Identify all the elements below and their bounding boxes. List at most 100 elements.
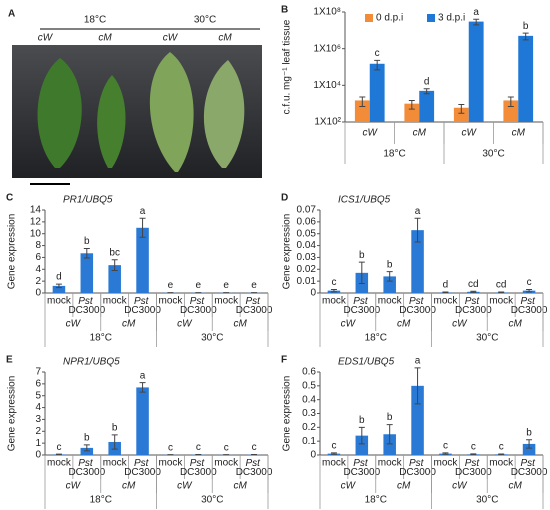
genotype-label: cM — [508, 481, 522, 492]
temperature-label: 18°C — [90, 495, 112, 506]
y-tick-label: 1X10⁶ — [314, 43, 341, 54]
genotype-label: cW — [38, 33, 54, 44]
significance-letter: d — [443, 280, 449, 291]
temperature-label: 18°C — [365, 333, 387, 344]
genotype-label: cW — [163, 33, 179, 44]
chart-title: ICS1/UBQ5 — [338, 195, 391, 206]
significance-letter: e — [251, 280, 257, 291]
y-tick-label: 0.05 — [297, 228, 317, 239]
error-bar — [358, 261, 365, 285]
chart-title: PR1/UBQ5 — [63, 195, 113, 206]
bar — [411, 385, 424, 455]
significance-letter: e — [223, 280, 229, 291]
bar — [354, 100, 370, 122]
panel-label: A — [8, 9, 15, 20]
error-bar — [423, 88, 430, 95]
genotype-label: cM — [397, 481, 411, 492]
x-tick-label: Pst DC3000 — [236, 296, 273, 316]
genotype-label: cW — [452, 481, 468, 492]
temperature-label: 30°C — [476, 333, 498, 344]
temperature-label: 18°C — [84, 15, 106, 26]
x-tick-label: Pst DC3000 — [455, 296, 492, 316]
bar — [108, 265, 121, 293]
y-tick-label: 1 — [35, 438, 41, 449]
x-tick-label: Pst DC3000 — [68, 296, 105, 316]
y-tick-label: 12 — [30, 216, 42, 227]
genotype-label: cM — [122, 481, 136, 492]
error-bar — [414, 367, 421, 405]
genotype-label: cW — [341, 481, 357, 492]
x-tick-label: cW — [363, 128, 379, 139]
genotype-label: cM — [397, 319, 411, 330]
error-bar — [498, 291, 505, 294]
significance-letter: c — [443, 441, 448, 452]
panel-label: E — [6, 355, 13, 366]
x-tick-label: mock — [214, 458, 239, 469]
x-tick-label: mock — [158, 296, 183, 307]
genotype-label: cW — [66, 481, 82, 492]
genotype-label: cM — [508, 319, 522, 330]
error-bar — [498, 453, 505, 456]
x-tick-label: mock — [214, 296, 239, 307]
error-bar — [470, 290, 477, 293]
bar — [383, 276, 396, 293]
genotype-label: cW — [66, 319, 82, 330]
genotype-label: cM — [218, 33, 232, 44]
significance-letter: a — [415, 355, 421, 366]
temperature-label: 30°C — [201, 333, 223, 344]
temperature-label: 18°C — [365, 495, 387, 506]
error-bar — [442, 291, 449, 294]
bar — [503, 100, 519, 122]
x-tick-label: mock — [103, 296, 128, 307]
significance-letter: e — [196, 280, 202, 291]
y-tick-label: 0 — [35, 288, 41, 299]
significance-letter: b — [359, 415, 365, 426]
genotype-label: cM — [233, 319, 247, 330]
error-bar — [139, 217, 146, 238]
y-axis-label: Gene expression — [7, 376, 18, 452]
significance-letter: d — [56, 272, 62, 283]
x-tick-label: Pst DC3000 — [68, 458, 105, 478]
chart-title: NPR1/UBQ5 — [63, 357, 120, 368]
y-tick-label: 5 — [35, 390, 41, 401]
error-bar — [330, 452, 337, 455]
x-tick-label: mock — [103, 458, 128, 469]
significance-letter: c — [168, 442, 173, 453]
error-bar — [526, 288, 533, 293]
y-tick-label: 0 — [310, 288, 316, 299]
photo — [12, 45, 262, 185]
x-tick-label: Pst DC3000 — [455, 458, 492, 478]
significance-letter: b — [84, 236, 90, 247]
y-tick-label: 10 — [30, 228, 42, 239]
x-tick-label: Pst DC3000 — [511, 296, 548, 316]
bar — [80, 253, 94, 293]
y-tick-label: 0.4 — [302, 394, 316, 405]
x-tick-label: mock — [433, 296, 458, 307]
y-tick-label: 0.5 — [302, 380, 316, 391]
x-tick-label: mock — [322, 296, 347, 307]
y-tick-label: 0.6 — [302, 367, 316, 378]
error-bar — [83, 444, 90, 452]
error-bar — [359, 96, 366, 108]
panel-label: F — [281, 355, 287, 366]
bar — [383, 434, 396, 455]
significance-letter: e — [168, 280, 174, 291]
temperature-label: 30°C — [476, 495, 498, 506]
x-tick-label: mock — [47, 296, 72, 307]
panel-label: B — [281, 5, 288, 16]
y-tick-label: 14 — [30, 205, 42, 216]
y-axis-label: c.f.u. mg⁻¹ leaf tissue — [282, 19, 293, 114]
significance-letter: b — [112, 422, 118, 433]
x-tick-label: Pst DC3000 — [236, 458, 273, 478]
bar — [453, 107, 469, 122]
x-tick-label: Pst DC3000 — [343, 296, 380, 316]
y-tick-label: 0.03 — [297, 252, 317, 263]
significance-letter: c — [375, 48, 380, 59]
error-bar — [442, 452, 449, 455]
bar — [404, 103, 420, 122]
y-tick-label: 4 — [35, 264, 41, 275]
x-tick-label: Pst DC3000 — [399, 296, 436, 316]
error-bar — [386, 271, 393, 282]
x-tick-label: mock — [322, 458, 347, 469]
